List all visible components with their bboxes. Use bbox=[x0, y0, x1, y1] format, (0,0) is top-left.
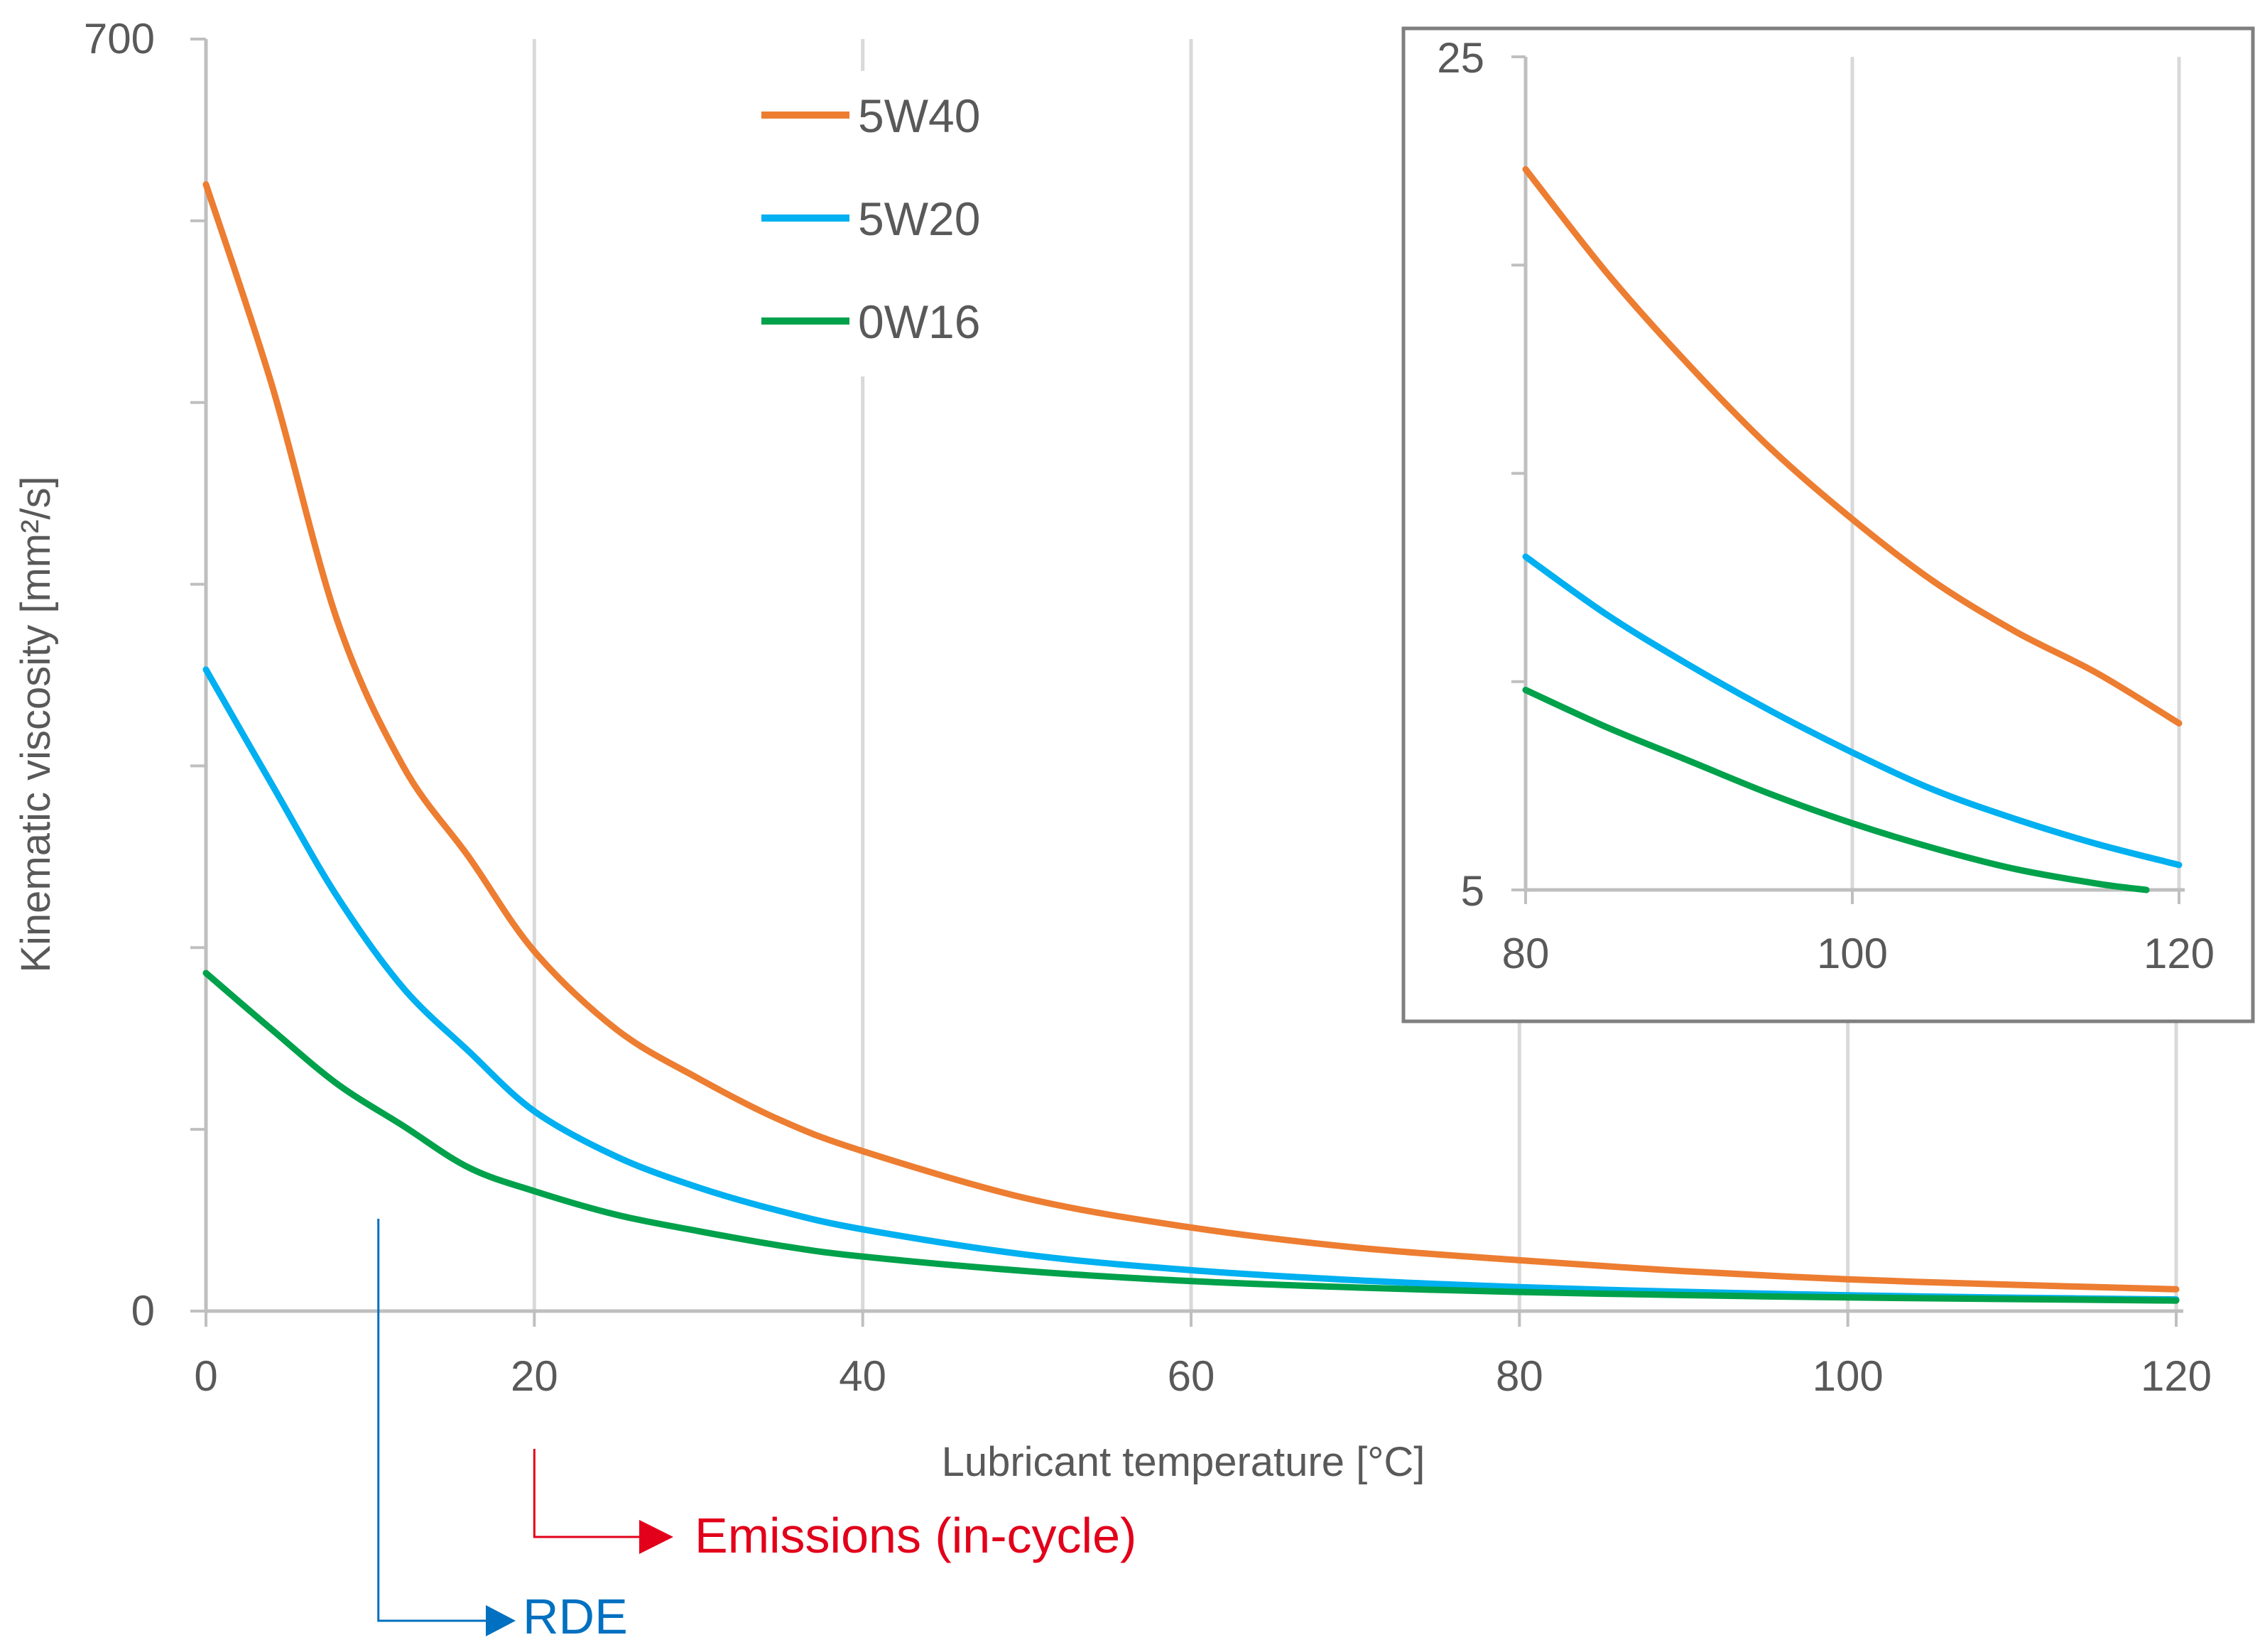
legend-label-0w16: 0W16 bbox=[858, 295, 980, 348]
main-x-tick-label-0: 0 bbox=[194, 1352, 217, 1400]
rde-label: RDE bbox=[523, 1589, 628, 1644]
emissions-arrow-line bbox=[533, 1449, 648, 1538]
main-y-tick-label-0: 0 bbox=[131, 1287, 155, 1335]
main-x-tick-label-120: 120 bbox=[2141, 1352, 2212, 1400]
main-x-tick-label-100: 100 bbox=[1813, 1352, 1884, 1400]
inset-series-line-5w20 bbox=[1522, 553, 2183, 869]
legend: 5W40 5W20 0W16 bbox=[700, 71, 1048, 376]
main-series bbox=[202, 181, 2180, 1304]
rde-arrow-head bbox=[486, 1605, 516, 1636]
rde-arrow-line bbox=[377, 1219, 490, 1622]
main-x-tick-label-80: 80 bbox=[1496, 1352, 1543, 1400]
inset-y-tick-label-5: 5 bbox=[1461, 867, 1484, 915]
x-axis-title: Lubricant temperature [°C] bbox=[942, 1439, 1425, 1485]
inset-x-tick-label-120: 120 bbox=[2144, 930, 2215, 977]
emissions-arrow-head bbox=[639, 1520, 673, 1554]
main-tick-labels: 0 20 40 60 80 100 120 0 700 bbox=[84, 15, 2212, 1400]
inset-x-tick-label-100: 100 bbox=[1817, 930, 1888, 977]
inset-series-line-0w16 bbox=[1522, 687, 2150, 893]
inset-y-tick-label-25: 25 bbox=[1437, 34, 1484, 82]
inset-tick-labels: 80 100 120 5 25 bbox=[1437, 34, 2215, 977]
inset-chart: 80 100 120 5 25 bbox=[1401, 26, 2255, 1023]
annotations: Emissions (in-cycle) RDE bbox=[377, 1219, 1136, 1644]
inset-series-line-5w40 bbox=[1522, 165, 2183, 727]
main-series-line-0w16 bbox=[202, 969, 2180, 1304]
y-axis-title: Kinematic viscosity [mm²/s] bbox=[13, 476, 59, 972]
main-y-tick-label-700: 700 bbox=[84, 15, 155, 63]
main-x-tick-label-60: 60 bbox=[1168, 1352, 1215, 1400]
main-series-line-5w40 bbox=[202, 181, 2180, 1293]
legend-background bbox=[700, 71, 1048, 376]
main-x-tick-label-20: 20 bbox=[511, 1352, 558, 1400]
emissions-label: Emissions (in-cycle) bbox=[695, 1508, 1136, 1563]
legend-label-5w20: 5W20 bbox=[858, 192, 980, 245]
inset-series bbox=[1522, 165, 2183, 893]
inset-x-tick-label-80: 80 bbox=[1502, 930, 1550, 977]
inset-axes bbox=[1511, 55, 2185, 904]
legend-label-5w40: 5W40 bbox=[858, 89, 980, 142]
main-x-tick-label-40: 40 bbox=[839, 1352, 886, 1400]
